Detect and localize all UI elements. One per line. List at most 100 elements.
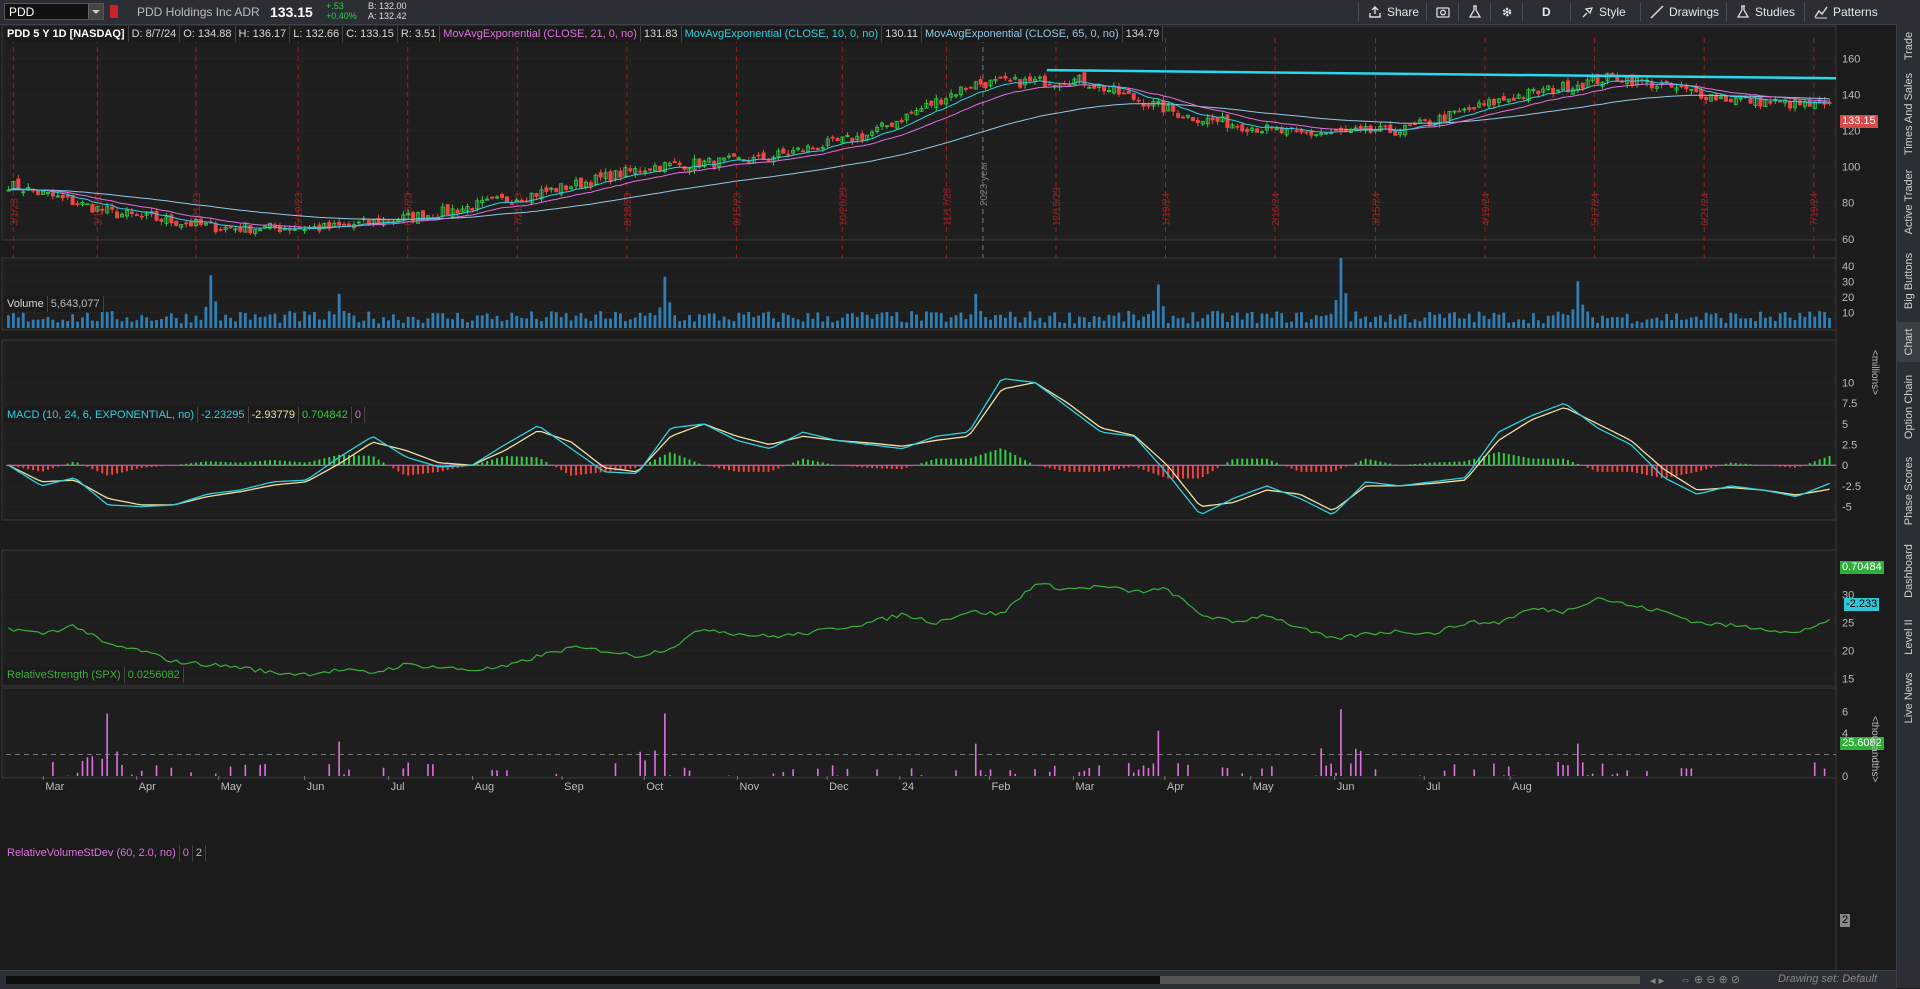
- symbol-dropdown-button[interactable]: [88, 4, 103, 19]
- macd-histogram-bar: [560, 465, 562, 470]
- volume-bar: [1201, 318, 1204, 328]
- macd-histogram-bar: [1078, 465, 1080, 472]
- volume-bar: [417, 320, 420, 328]
- volume-bar: [407, 317, 410, 328]
- volume-bar: [1241, 320, 1244, 328]
- price-axis-tick: 100: [1842, 162, 1860, 174]
- macd-histogram-bar: [846, 465, 848, 466]
- macd-histogram-bar: [1592, 465, 1594, 470]
- macd-histogram-bar: [536, 457, 538, 465]
- volume-bar: [1502, 313, 1505, 328]
- volume-bar: [1354, 311, 1357, 328]
- rvsd-bar: [615, 763, 617, 776]
- scroll-thumb[interactable]: [1160, 976, 1640, 984]
- volume-bar: [1749, 318, 1752, 328]
- rvsd-panel-header: RelativeVolumeStDev (60, 2.0, no) 0 2: [4, 845, 206, 861]
- candle-body: [1443, 115, 1446, 122]
- macd-histogram-bar: [1794, 465, 1796, 468]
- sidebar-tab-times-and-sales[interactable]: Times And Sales: [1897, 68, 1920, 160]
- right-sidebar: Trade Times And Sales Active Trader Big But…: [1896, 24, 1920, 988]
- scroll-arrows-icon[interactable]: ◂ ▸: [1650, 974, 1664, 987]
- drawings-button[interactable]: Drawings: [1644, 0, 1725, 24]
- rvsd-v1: 0: [180, 845, 193, 861]
- thinkscript-lab-button[interactable]: [1462, 0, 1488, 24]
- sidebar-tab-big-buttons[interactable]: Big Buttons: [1897, 244, 1920, 318]
- rvsd-bar: [92, 756, 94, 776]
- volume-bar: [1823, 312, 1826, 328]
- macd-histogram-bar: [254, 461, 256, 465]
- candle-body: [510, 204, 513, 205]
- macd-histogram-bar: [358, 455, 360, 465]
- patterns-icon: [1814, 5, 1828, 19]
- macd-histogram-bar: [1384, 462, 1386, 465]
- zoom-controls-icon[interactable]: ⇔ ⊕ ⊖ ⊕ ⊘: [1680, 973, 1740, 986]
- candle-body: [910, 112, 913, 113]
- symbol-flag-icon[interactable]: [110, 5, 118, 18]
- aggregation-selector[interactable]: D: [1536, 0, 1557, 24]
- rvsd-bar: [955, 770, 957, 776]
- volume-bar: [1621, 317, 1624, 328]
- sidebar-tab-phase-scores[interactable]: Phase Scores: [1897, 452, 1920, 530]
- volume-bar: [580, 313, 583, 328]
- sidebar-tab-live-news[interactable]: Live News: [1897, 666, 1920, 730]
- share-button[interactable]: Share: [1362, 0, 1425, 24]
- macd-histogram-bar: [1774, 465, 1776, 466]
- ohlc-high: H: 136.17: [236, 26, 291, 42]
- volume-bar: [1473, 322, 1476, 328]
- candle-body: [446, 205, 449, 215]
- macd-histogram-bar: [1340, 465, 1342, 468]
- rvsd-bar: [52, 762, 54, 776]
- time-scrollbar[interactable]: ◂ ▸ ⇔ ⊕ ⊖ ⊕ ⊘ Drawing set: Default: [0, 970, 1896, 989]
- macd-histogram-bar: [1769, 465, 1771, 466]
- volume-bar: [170, 313, 173, 328]
- studies-button[interactable]: Studies: [1730, 0, 1801, 24]
- macd-histogram-bar: [1789, 465, 1791, 467]
- macd-title: MACD (10, 24, 6, EXPONENTIAL, no): [4, 407, 198, 423]
- sidebar-tab-active-trader[interactable]: Active Trader: [1897, 164, 1920, 240]
- candle-body: [76, 204, 79, 205]
- ohlc-low: L: 132.66: [290, 26, 343, 42]
- sidebar-tab-option-chain[interactable]: Option Chain: [1897, 366, 1920, 448]
- macd-histogram-bar: [185, 464, 187, 465]
- rvsd-bar: [328, 764, 330, 776]
- volume-bar: [1211, 311, 1214, 328]
- volume-bar: [224, 315, 227, 328]
- volume-bar: [1379, 315, 1382, 328]
- macd-histogram-bar: [851, 465, 853, 466]
- volume-bar: [126, 317, 129, 328]
- rvsd-bar: [87, 757, 89, 776]
- volume-bar: [550, 311, 553, 328]
- volume-bar: [1458, 318, 1461, 328]
- settings-button[interactable]: [1494, 0, 1520, 24]
- candle-body: [969, 87, 972, 88]
- volume-bar: [42, 319, 45, 328]
- style-button[interactable]: Style: [1574, 0, 1632, 24]
- sidebar-tab-chart[interactable]: Chart: [1897, 322, 1920, 362]
- patterns-button[interactable]: Patterns: [1808, 0, 1884, 24]
- volume-bar: [1794, 320, 1797, 328]
- volume-bar: [767, 312, 770, 328]
- macd-histogram-bar: [96, 465, 98, 471]
- volume-bar: [1029, 311, 1032, 328]
- sidebar-tab-dashboard[interactable]: Dashboard: [1897, 534, 1920, 608]
- candle-body: [1241, 125, 1244, 131]
- sidebar-tab-level-ii[interactable]: Level II: [1897, 612, 1920, 662]
- drawings-label: Drawings: [1669, 0, 1719, 24]
- ma10-value: 130.11: [882, 26, 922, 42]
- macd-histogram-bar: [1626, 465, 1628, 472]
- volume-bar: [22, 313, 25, 328]
- rvsd-bar: [190, 772, 192, 776]
- rvsd-bar: [348, 770, 350, 776]
- volume-bar: [1700, 320, 1703, 328]
- candle-body: [505, 197, 508, 202]
- volume-bar: [1256, 323, 1259, 328]
- macd-histogram-bar: [827, 464, 829, 466]
- volume-bar: [1453, 312, 1456, 328]
- sidebar-tab-trade[interactable]: Trade: [1897, 28, 1920, 64]
- macd-histogram-bar: [1434, 462, 1436, 465]
- volume-bar: [604, 319, 607, 328]
- snapshot-button[interactable]: [1430, 0, 1456, 24]
- rvsd-bar: [245, 765, 247, 776]
- macd-histogram-bar: [1606, 465, 1608, 472]
